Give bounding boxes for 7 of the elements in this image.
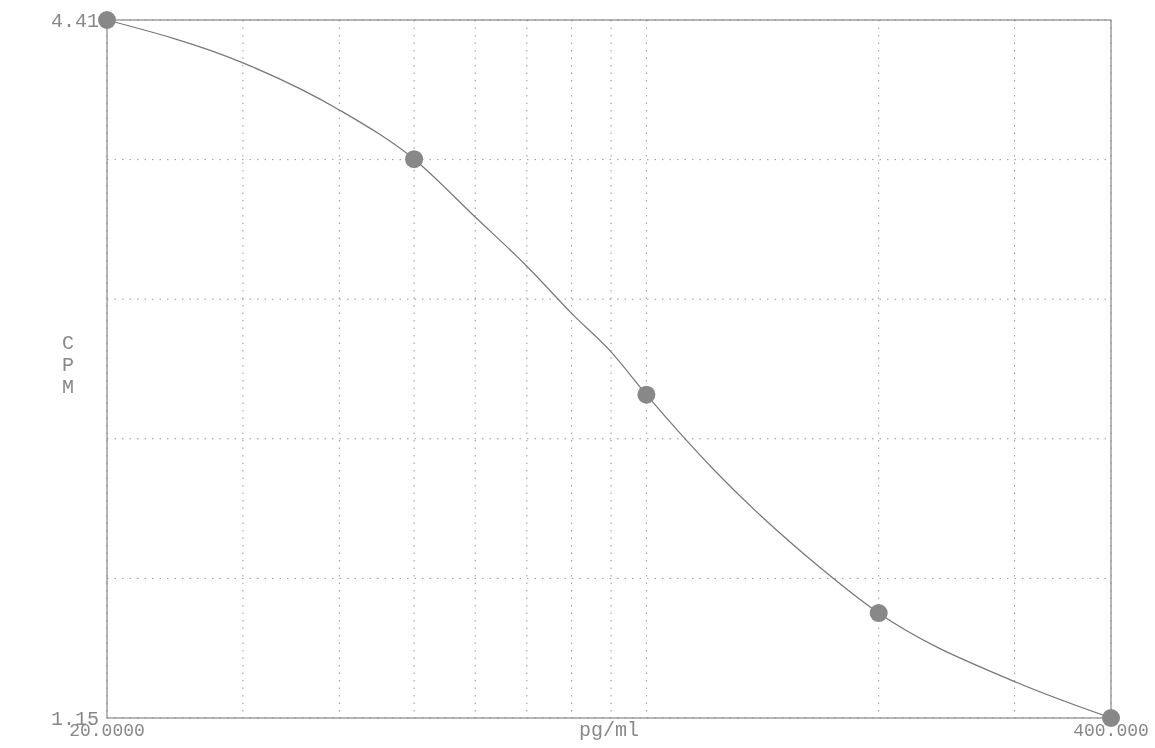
y-axis-title: CPM <box>61 332 75 399</box>
y-tick-label: 4.41 <box>50 10 99 33</box>
point <box>637 385 656 404</box>
x-tick-label: 400.000 <box>1073 721 1149 741</box>
point <box>869 604 888 623</box>
point <box>405 150 424 169</box>
x-axis-title: pg/ml <box>578 719 640 742</box>
